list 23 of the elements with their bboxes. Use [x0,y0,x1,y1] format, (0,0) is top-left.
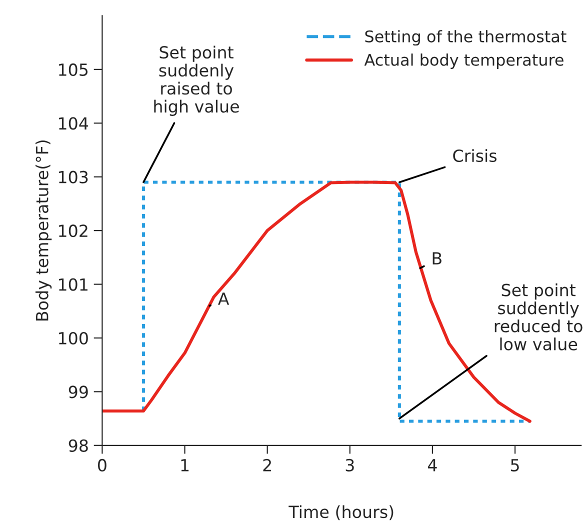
annotation: A [218,292,230,305]
x-tick-label: 4 [428,459,437,472]
y-axis-title: Body temperature(°F) [36,140,52,320]
x-tick-label: 2 [263,458,271,472]
y-tick-label: 98 [68,439,88,452]
legend-label: Setting of the thermostat [365,30,566,46]
y-tick-label: 99 [68,386,88,398]
annotation: Crisis [453,149,497,162]
x-tick-label: 5 [511,459,519,472]
y-tick-label: 104 [59,117,88,130]
annotation: Set point suddently reduced to low value [494,283,582,350]
y-tick-label: 103 [59,170,88,184]
y-tick-label: 100 [59,332,88,345]
y-tick-label: 105 [59,63,88,76]
y-tick-label: 101 [59,278,88,291]
y-tick-label: 102 [59,224,88,238]
legend-label: Actual body temperature [364,54,564,69]
x-tick-label: 1 [181,459,189,472]
x-tick-label: 0 [98,458,106,472]
x-axis-title: Time (hours) [288,505,394,520]
annotation: B [432,252,442,264]
x-tick-label: 3 [346,458,354,472]
annotation: Set point suddenly raised to high value [154,46,239,116]
